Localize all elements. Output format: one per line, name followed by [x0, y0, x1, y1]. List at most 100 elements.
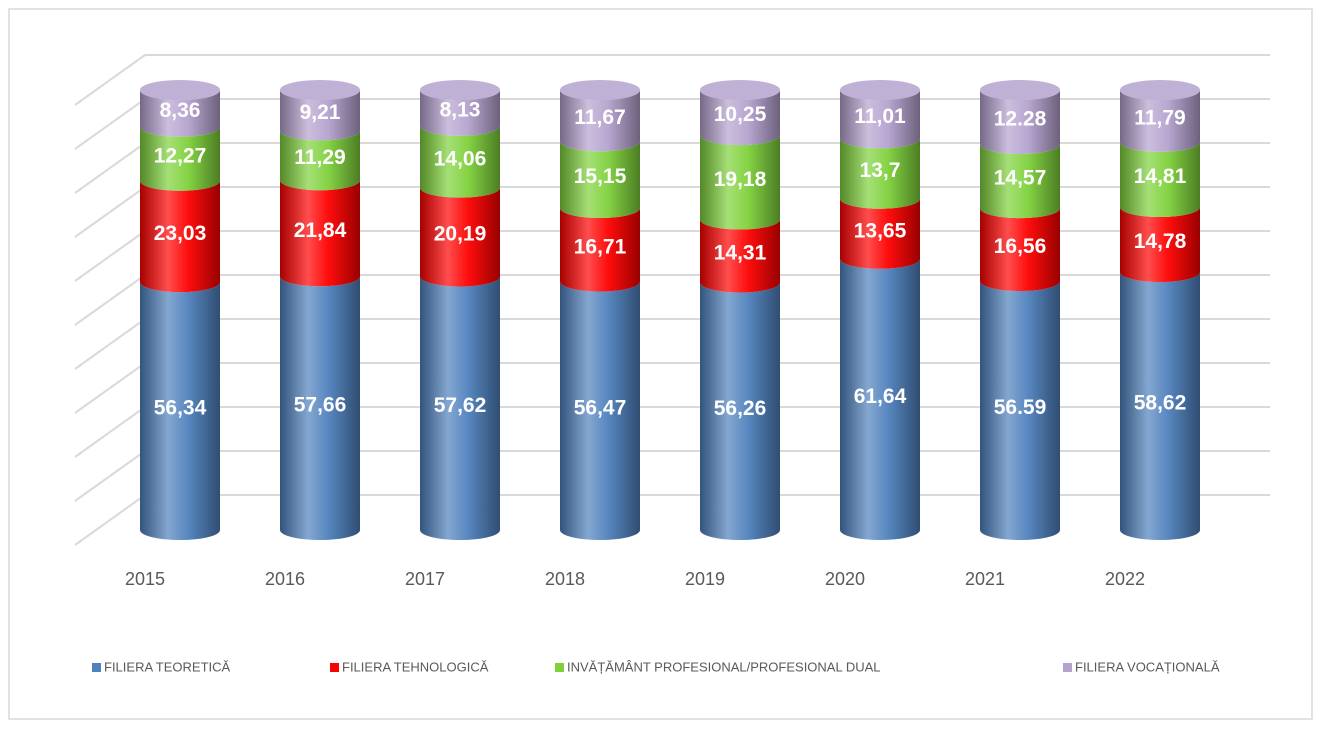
- cylinder-segment: [1120, 207, 1200, 283]
- data-label: 14,78: [1134, 230, 1187, 253]
- x-tick-label: 2016: [265, 569, 305, 589]
- data-label: 56,34: [154, 397, 207, 420]
- x-tick-label: 2022: [1105, 569, 1145, 589]
- cylinder-segment: [1120, 141, 1200, 218]
- data-label: 14,06: [434, 147, 487, 170]
- data-label: 56.59: [994, 396, 1047, 419]
- data-label: 12,27: [154, 144, 207, 167]
- cylinder-segment: [840, 90, 920, 149]
- data-label: 56,26: [714, 397, 767, 420]
- data-label: 58,62: [1134, 392, 1187, 415]
- cylinder-segment: [560, 281, 640, 540]
- grid-line-side: [74, 362, 146, 414]
- cylinder-cap: [140, 80, 220, 100]
- data-label: 23,03: [154, 222, 207, 245]
- cylinder-segment: [840, 258, 920, 540]
- data-label: 14,81: [1134, 165, 1187, 188]
- cylinder-segment: [420, 276, 500, 540]
- data-label: 19,18: [714, 168, 767, 191]
- data-label: 8,36: [160, 99, 201, 122]
- x-tick-label: 2015: [125, 569, 165, 589]
- legend-label: FILIERA TEHNOLOGICĂ: [342, 659, 489, 674]
- grid-line-side: [74, 494, 146, 546]
- cylinder-segment: [840, 138, 920, 209]
- legend-label: FILIERA VOCAȚIONALĂ: [1075, 659, 1220, 674]
- legend-label: FILIERA TEORETICĂ: [104, 659, 231, 674]
- cylinder-segment: [140, 180, 220, 293]
- grid-line-side: [74, 98, 146, 150]
- data-label: 56,47: [574, 396, 627, 419]
- x-tick-label: 2020: [825, 569, 865, 589]
- cylinder-segment: [560, 141, 640, 219]
- cylinder-cap: [560, 80, 640, 100]
- data-label: 13,7: [860, 159, 901, 182]
- cylinder-segment: [280, 90, 360, 141]
- grid-line-side: [74, 406, 146, 458]
- data-label: 11,01: [854, 105, 906, 128]
- cylinder-segment: [700, 282, 780, 540]
- legend-label: INVĂȚĂMÂNT PROFESIONAL/PROFESIONAL DUAL: [567, 659, 881, 674]
- cylinder-segment: [1120, 272, 1200, 540]
- cylinder-cap: [840, 80, 920, 100]
- cylinder-segment: [840, 198, 920, 269]
- data-label: 9,21: [300, 101, 341, 124]
- data-label: 20,19: [434, 223, 487, 246]
- cylinder-segment: [280, 276, 360, 540]
- data-label: 13,65: [854, 219, 907, 242]
- grid-line-side: [74, 318, 146, 370]
- cylinder-segment: [560, 90, 640, 152]
- x-tick-label: 2017: [405, 569, 445, 589]
- cylinder-segment: [140, 90, 220, 137]
- data-label: 11,79: [1134, 106, 1185, 129]
- data-label: 57,62: [434, 394, 487, 417]
- data-label: 61,64: [854, 385, 907, 408]
- legend-swatch: [555, 663, 564, 672]
- cylinder-segment: [980, 90, 1060, 155]
- cylinder-segment: [140, 126, 220, 191]
- cylinder-segment: [700, 135, 780, 230]
- cylinder-segment: [700, 219, 780, 293]
- cylinder-cap: [980, 80, 1060, 100]
- cylinder-segment: [560, 208, 640, 292]
- cylinder-cap: [700, 80, 780, 100]
- x-tick-label: 2021: [965, 569, 1005, 589]
- data-label: 21,84: [294, 219, 347, 242]
- data-label: 57,66: [294, 394, 347, 417]
- x-tick-label: 2018: [545, 569, 585, 589]
- cylinder-segment: [980, 208, 1060, 292]
- cylinder-segment: [420, 187, 500, 287]
- data-label: 16,56: [994, 235, 1047, 258]
- data-label: 12.28: [994, 108, 1047, 131]
- grid-line-side: [74, 274, 146, 326]
- data-label: 14,31: [714, 242, 767, 265]
- data-label: 10,25: [714, 103, 767, 126]
- data-label: 11,29: [294, 146, 345, 169]
- data-label: 14,57: [994, 167, 1047, 190]
- grid-line-side: [74, 142, 146, 194]
- grid-line-side: [74, 186, 146, 238]
- cylinder-segment: [1120, 90, 1200, 152]
- cylinder-segment: [980, 281, 1060, 540]
- data-label: 15,15: [574, 165, 627, 188]
- cylinder-cap: [280, 80, 360, 100]
- cylinder-segment: [700, 90, 780, 146]
- data-label: 11,67: [574, 106, 625, 129]
- cylinder-segment: [980, 144, 1060, 219]
- cylinder-cap: [1120, 80, 1200, 100]
- data-label: 16,71: [574, 235, 627, 258]
- cylinder-segment: [420, 90, 500, 136]
- cylinder-segment: [140, 282, 220, 540]
- cylinder-segment: [280, 180, 360, 287]
- x-tick-label: 2019: [685, 569, 725, 589]
- legend-swatch: [1063, 663, 1072, 672]
- legend-swatch: [92, 663, 101, 672]
- grid-line-side: [74, 54, 146, 106]
- legend-swatch: [330, 663, 339, 672]
- cylinder-cap: [420, 80, 500, 100]
- cylinder-segment: [420, 125, 500, 198]
- data-label: 8,13: [440, 98, 481, 121]
- grid-line-side: [74, 230, 146, 282]
- cylinder-segment: [280, 130, 360, 191]
- grid-line-side: [74, 450, 146, 502]
